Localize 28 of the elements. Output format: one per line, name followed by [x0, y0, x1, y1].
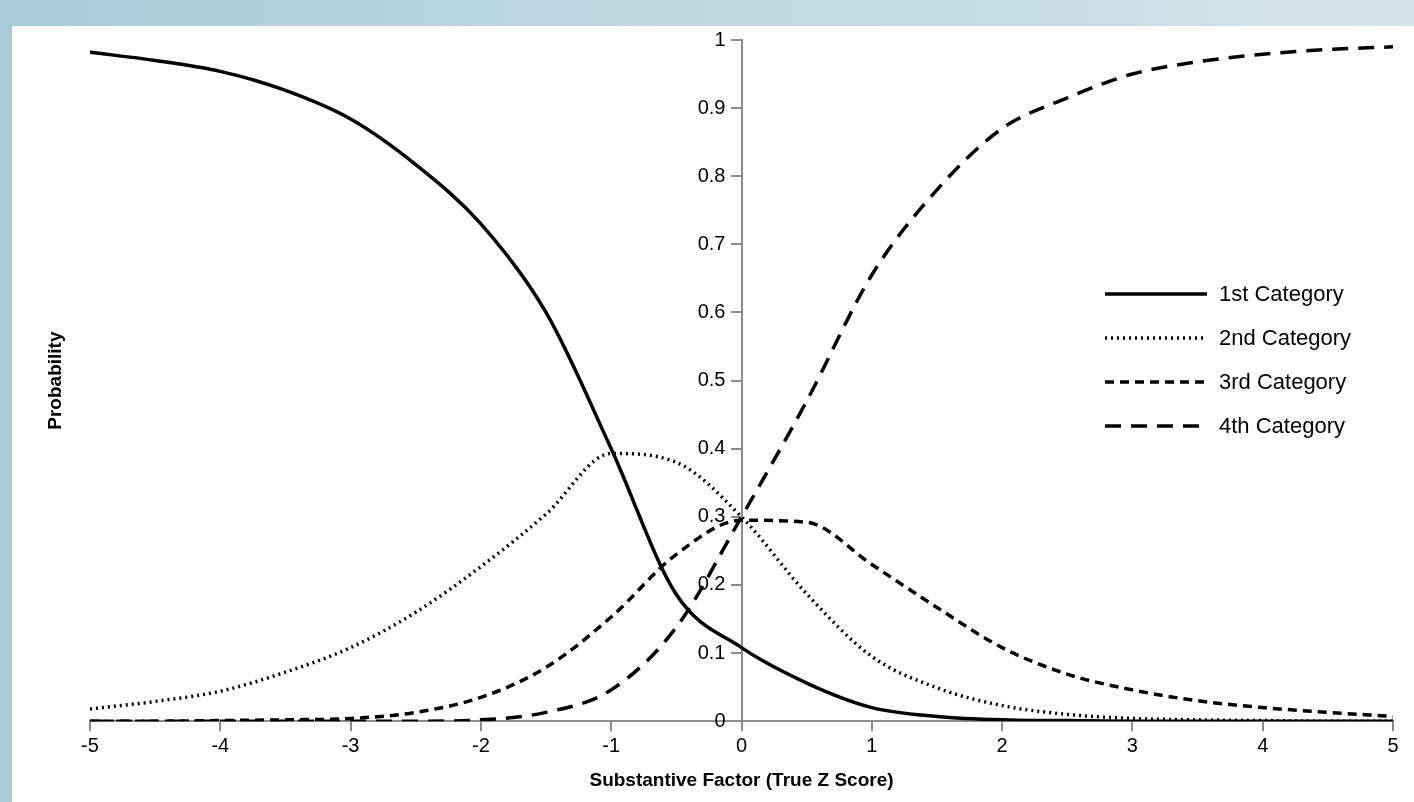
y-tick-label: 0.6 [697, 300, 726, 322]
x-tick-label: -2 [472, 733, 490, 756]
x-tick-label: -5 [81, 733, 99, 756]
y-tick-label: 0.5 [697, 368, 726, 391]
legend-label: 1st Category [1219, 281, 1344, 308]
x-tick-label: 3 [1126, 733, 1138, 756]
y-axis-title: Probability [44, 331, 66, 430]
y-tick-label: 0 [714, 708, 726, 731]
y-tick-label: 0.2 [697, 572, 726, 595]
x-tick-label: 0 [735, 733, 748, 756]
x-axis-title: Substantive Factor (True Z Score) [589, 768, 894, 790]
y-tick-label: 0.4 [697, 436, 726, 459]
x-tick-label: 5 [1387, 733, 1399, 756]
y-tick-label: 0.7 [697, 231, 726, 254]
y-tick-label: 0.1 [697, 640, 726, 663]
x-tick-label: -1 [602, 733, 621, 756]
y-tick-label: 0.8 [697, 163, 726, 186]
x-tick-label: 1 [866, 733, 878, 756]
y-tick-label: 1 [714, 27, 726, 50]
x-tick-label: 4 [1257, 733, 1269, 756]
x-tick-label: -4 [211, 733, 230, 756]
y-tick-label: 0.9 [697, 95, 726, 118]
legend-label: 3rd Category [1219, 369, 1347, 396]
x-tick-label: 2 [996, 733, 1008, 756]
x-tick-label: -3 [341, 733, 360, 756]
y-tick-label: 0.3 [697, 504, 726, 527]
legend-label: 4th Category [1219, 413, 1345, 440]
legend-label: 2nd Category [1219, 325, 1352, 352]
